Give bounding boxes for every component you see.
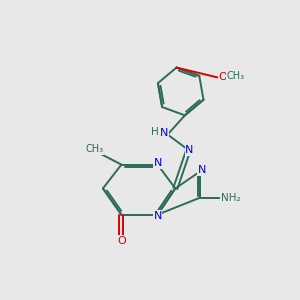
Text: CH₃: CH₃ xyxy=(227,71,245,81)
Text: O: O xyxy=(218,72,227,82)
Text: NH₂: NH₂ xyxy=(220,193,240,203)
Text: N: N xyxy=(153,211,162,221)
Text: N: N xyxy=(198,165,206,176)
Text: O: O xyxy=(117,236,126,245)
Text: N: N xyxy=(160,128,168,138)
Text: N: N xyxy=(185,145,194,155)
Text: H: H xyxy=(151,127,159,137)
Text: CH₃: CH₃ xyxy=(86,144,104,154)
Text: N: N xyxy=(153,158,162,168)
